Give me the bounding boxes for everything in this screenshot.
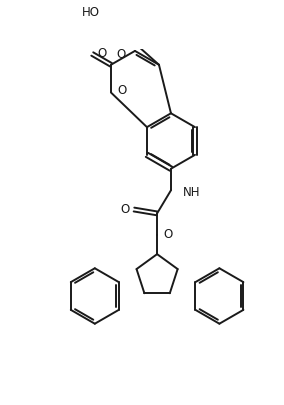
Text: O: O: [163, 228, 172, 241]
Text: O: O: [98, 47, 107, 60]
Text: O: O: [120, 203, 130, 216]
Text: NH: NH: [183, 186, 200, 199]
Text: HO: HO: [82, 6, 100, 19]
Text: O: O: [117, 48, 126, 61]
Text: O: O: [117, 85, 126, 98]
